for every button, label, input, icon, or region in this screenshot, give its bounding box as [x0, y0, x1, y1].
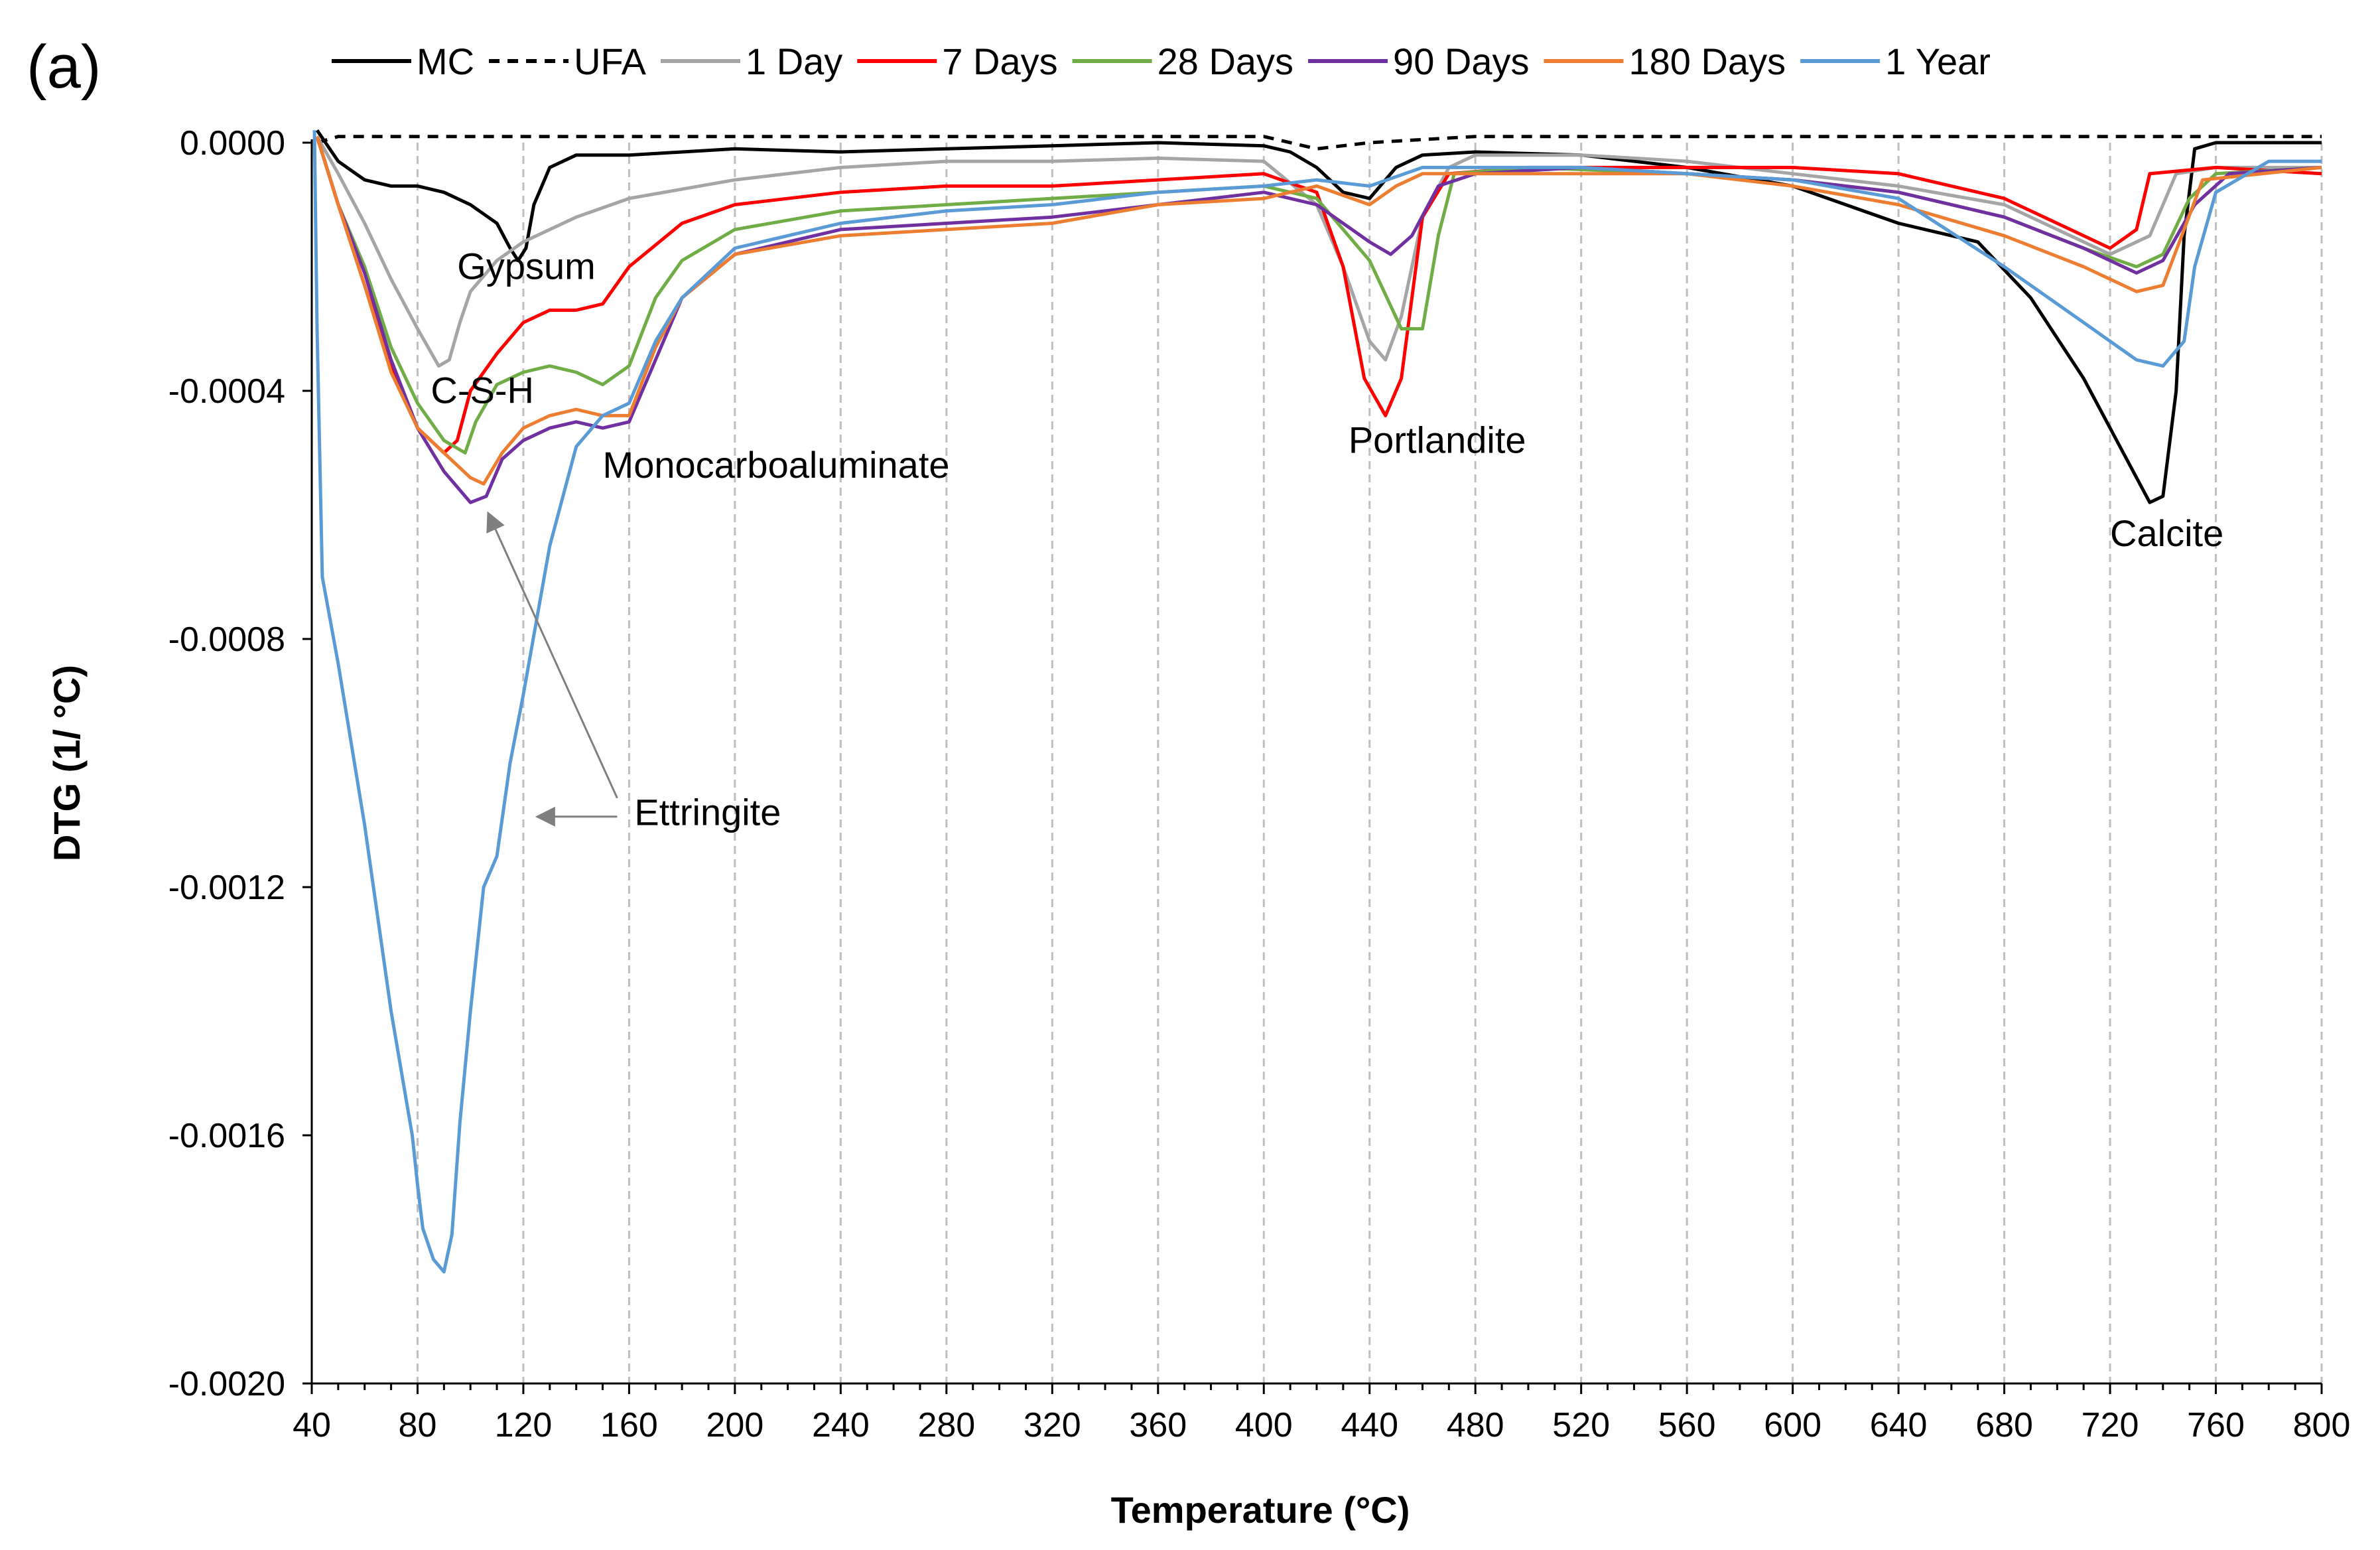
annotation-label: Monocarboaluminate	[603, 444, 950, 486]
x-tick-label: 280	[917, 1406, 975, 1444]
x-tick-label: 680	[1975, 1406, 2033, 1444]
legend-label: MC	[417, 40, 474, 82]
x-tick-label: 600	[1764, 1406, 1821, 1444]
series-line-7-days	[315, 135, 2322, 455]
x-tick-label: 800	[2293, 1406, 2351, 1444]
legend-label: 28 Days	[1157, 40, 1293, 82]
series-lines	[312, 129, 2322, 1274]
annotation-label: Gypsum	[457, 246, 596, 287]
series-line-180-days	[315, 135, 2322, 486]
panel-label: (a)	[27, 33, 101, 101]
x-tick-label: 640	[1870, 1406, 1928, 1444]
legend-label: 1 Day	[746, 40, 842, 82]
x-tick-label: 720	[2082, 1406, 2139, 1444]
annotation-label: Portlandite	[1349, 419, 1526, 461]
annotations: Gypsum C-S-H Monocarboaluminate Portlandite…	[430, 246, 2223, 833]
x-tick-label: 240	[812, 1406, 870, 1444]
y-axis-title: DTG (1/ °C)	[46, 665, 88, 861]
x-tick-label: 80	[399, 1406, 437, 1444]
legend-label: 90 Days	[1393, 40, 1529, 82]
x-tick-label: 480	[1447, 1406, 1504, 1444]
x-tick-label: 120	[495, 1406, 553, 1444]
x-tick-label: 40	[293, 1406, 331, 1444]
series-line-1-year	[312, 130, 2322, 1274]
grid-lines	[416, 143, 2323, 1383]
series-line-mc	[315, 129, 2322, 504]
y-tick-label: -0.0016	[168, 1117, 285, 1155]
x-tick-label: 360	[1129, 1406, 1187, 1444]
x-tick-label: 320	[1024, 1406, 1081, 1444]
y-tick-label: -0.0012	[168, 869, 285, 907]
annotation-label: Ettringite	[634, 792, 781, 833]
annotation-label: C-S-H	[430, 370, 534, 411]
legend: MC UFA 1 Day 7 Days 28 Days 90 Days 180 Days 1 …	[332, 40, 1991, 82]
x-tick-label: 560	[1658, 1406, 1716, 1444]
x-tick-label: 440	[1341, 1406, 1398, 1444]
legend-label: 7 Days	[942, 40, 1057, 82]
axes	[302, 139, 2323, 1394]
annotation-label: Calcite	[2110, 512, 2223, 554]
x-axis-title: Temperature (°C)	[1111, 1489, 1410, 1531]
tick-labels: 40 80 120 160 200 240 280 320 360 400 440 480 520 560…	[168, 124, 2351, 1444]
x-tick-label: 160	[600, 1406, 658, 1444]
x-tick-label: 200	[706, 1406, 764, 1444]
legend-label: 180 Days	[1628, 40, 1786, 82]
y-tick-label: 0.0000	[180, 124, 285, 163]
series-line-90-days	[315, 135, 2322, 504]
x-tick-label: 760	[2187, 1406, 2245, 1444]
legend-label: 1 Year	[1885, 40, 1991, 82]
x-tick-label: 400	[1235, 1406, 1293, 1444]
series-line-ufa	[316, 135, 2322, 151]
y-tick-label: -0.0004	[168, 372, 285, 411]
legend-label: UFA	[574, 40, 647, 82]
y-tick-label: -0.0008	[168, 620, 285, 659]
y-tick-label: -0.0020	[168, 1365, 285, 1403]
ettringite-arrow	[486, 511, 618, 799]
x-tick-label: 520	[1552, 1406, 1610, 1444]
series-line-28-days	[315, 135, 2322, 455]
